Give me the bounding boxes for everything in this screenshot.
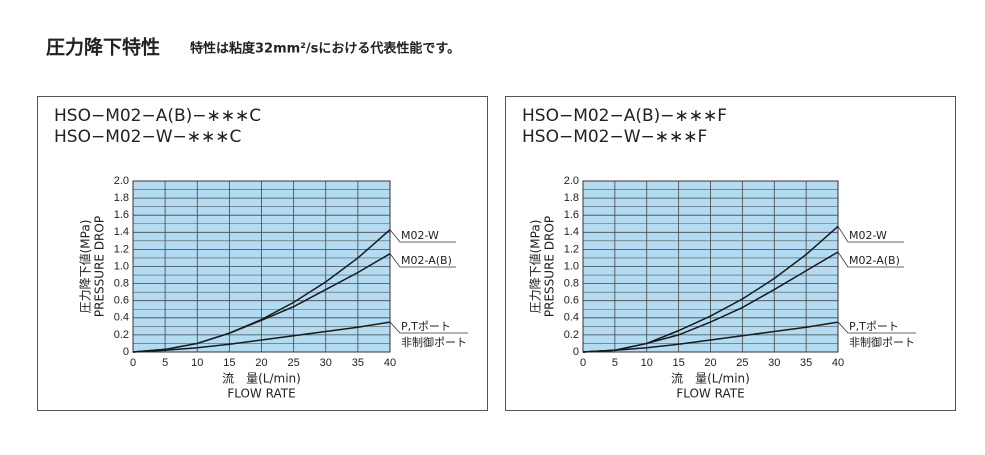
x-tick-label: 15 — [673, 357, 685, 369]
chart-subtitle: HSO−M02−W−∗∗∗F — [522, 127, 707, 147]
y-tick-label: 2.0 — [114, 175, 129, 187]
y-tick-label: 1.0 — [564, 260, 579, 272]
series-line — [132, 253, 391, 353]
panel-frame — [505, 96, 956, 411]
legend-leader — [389, 229, 456, 243]
x-tick-label: 40 — [832, 357, 844, 369]
y-tick-label: 1.4 — [564, 226, 579, 238]
chart-title: HSO−M02−A(B)−∗∗∗F — [522, 106, 727, 126]
chart-title: HSO−M02−A(B)−∗∗∗C — [54, 106, 261, 126]
x-tick-label: 10 — [641, 357, 653, 369]
y-tick-label: 0 — [573, 346, 579, 358]
legend-leader — [389, 253, 456, 268]
y-tick-label: 1.2 — [114, 243, 129, 255]
y-tick-label: 0.8 — [564, 278, 579, 290]
y-tick-label: 0.2 — [564, 329, 579, 341]
y-axis-label: PRESSURE DROP — [93, 216, 107, 317]
legend-leader — [837, 321, 916, 334]
y-axis-label: 圧力降下値(MPa) — [528, 220, 543, 314]
x-tick-label: 25 — [736, 357, 748, 369]
legend-leader — [837, 251, 904, 268]
x-tick-label: 35 — [800, 357, 812, 369]
legend-leader — [837, 226, 904, 243]
y-tick-label: 0.2 — [114, 329, 129, 341]
legend-label: M02-A(B) — [849, 254, 900, 267]
x-tick-label: 5 — [612, 357, 618, 369]
legend-label: P,Tポート — [849, 320, 899, 333]
x-tick-label: 35 — [352, 357, 364, 369]
legend-leader — [389, 321, 468, 334]
x-tick-label: 10 — [191, 357, 203, 369]
legend-label: 非制御ポート — [849, 335, 915, 349]
y-tick-label: 0.8 — [114, 278, 129, 290]
x-axis-label: FLOW RATE — [227, 387, 295, 401]
y-tick-label: 1.8 — [114, 192, 129, 204]
legend-label: M02-W — [401, 229, 439, 242]
series-line — [132, 321, 391, 353]
x-tick-label: 40 — [384, 357, 396, 369]
y-axis-label: 圧力降下値(MPa) — [78, 220, 93, 314]
page-title: 圧力降下特性 — [46, 36, 160, 59]
y-tick-label: 1.6 — [114, 209, 129, 221]
x-tick-label: 0 — [130, 357, 136, 369]
x-tick-label: 30 — [320, 357, 332, 369]
legend-label: P,Tポート — [401, 320, 451, 333]
y-tick-label: 0.6 — [564, 295, 579, 307]
chart-subtitle: HSO−M02−W−∗∗∗C — [54, 127, 241, 147]
y-tick-label: 1.0 — [114, 260, 129, 272]
panel-frame — [37, 96, 488, 411]
y-tick-label: 1.2 — [564, 243, 579, 255]
x-tick-label: 25 — [288, 357, 300, 369]
x-tick-label: 20 — [704, 357, 716, 369]
y-tick-label: 1.4 — [114, 226, 129, 238]
y-tick-label: 2.0 — [564, 175, 579, 187]
x-axis-label: FLOW RATE — [676, 387, 744, 401]
y-tick-label: 0.4 — [114, 312, 129, 324]
x-tick-label: 5 — [162, 357, 168, 369]
plot-frame — [132, 180, 391, 353]
x-tick-label: 30 — [768, 357, 780, 369]
y-tick-label: 0.6 — [114, 295, 129, 307]
y-tick-label: 0.4 — [564, 312, 579, 324]
x-axis-label: 流 量(L/min) — [671, 372, 750, 386]
x-axis-label: 流 量(L/min) — [222, 372, 301, 386]
series-line — [582, 321, 839, 353]
page-note: 特性は粘度32mm²/sにおける代表性能です。 — [190, 41, 460, 57]
y-axis-label: PRESSURE DROP — [543, 216, 557, 317]
y-tick-label: 1.6 — [564, 209, 579, 221]
y-tick-label: 1.8 — [564, 192, 579, 204]
series-line — [582, 251, 839, 353]
y-tick-label: 0 — [123, 346, 129, 358]
x-tick-label: 0 — [580, 357, 586, 369]
legend-label: M02-A(B) — [401, 254, 452, 267]
x-tick-label: 15 — [223, 357, 235, 369]
plot-frame — [582, 180, 839, 353]
legend-label: 非制御ポート — [401, 335, 467, 349]
x-tick-label: 20 — [255, 357, 267, 369]
legend-label: M02-W — [849, 229, 887, 242]
